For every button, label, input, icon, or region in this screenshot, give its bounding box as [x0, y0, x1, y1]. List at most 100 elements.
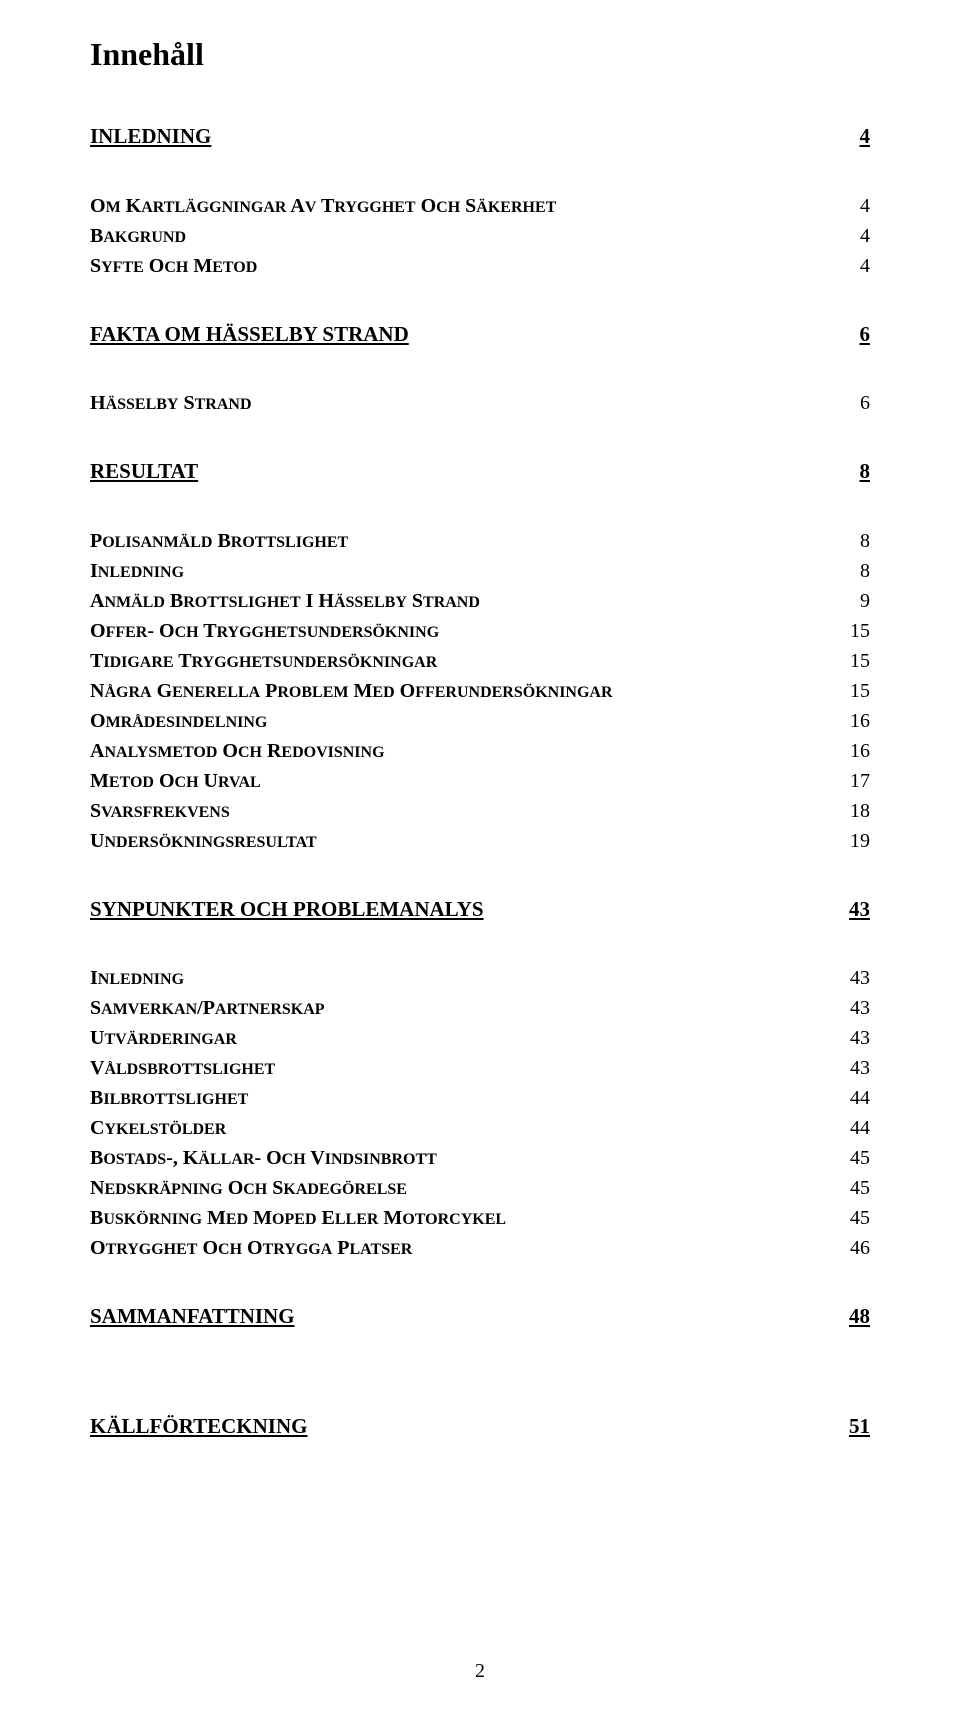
toc-level2-label: OTRYGGHET OCH OTRYGGA PLATSER: [90, 1233, 838, 1263]
toc-level1-page: 51: [838, 1411, 870, 1443]
toc-level2-label: BAKGRUND: [90, 221, 838, 251]
toc-level2-label: OM KARTLÄGGNINGAR AV TRYGGHET OCH SÄKERH…: [90, 191, 838, 221]
toc-level1-row[interactable]: SAMMANFATTNING48: [90, 1301, 870, 1333]
toc-level2-row[interactable]: VÅLDSBROTTSLIGHET43: [90, 1053, 870, 1083]
toc-level2-row[interactable]: HÄSSELBY STRAND6: [90, 388, 870, 418]
toc-level2-row[interactable]: INLEDNING43: [90, 963, 870, 993]
toc-gap: [90, 929, 870, 963]
toc-level2-label: UNDERSÖKNINGSRESULTAT: [90, 826, 838, 856]
toc-level2-page: 4: [838, 221, 870, 251]
toc-gap: [90, 492, 870, 526]
toc-section: SYNPUNKTER OCH PROBLEMANALYS43INLEDNING4…: [90, 894, 870, 1264]
document-title: Innehåll: [90, 36, 870, 73]
toc-section: RESULTAT8POLISANMÄLD BROTTSLIGHET8INLEDN…: [90, 456, 870, 856]
toc-level1-label: INLEDNING: [90, 121, 838, 153]
toc-level2-label: SYFTE OCH METOD: [90, 251, 838, 281]
toc-level1-row[interactable]: RESULTAT8: [90, 456, 870, 488]
toc-level2-label: OFFER- OCH TRYGGHETSUNDERSÖKNING: [90, 616, 838, 646]
toc-level2-page: 45: [838, 1173, 870, 1203]
toc-level2-row[interactable]: OTRYGGHET OCH OTRYGGA PLATSER46: [90, 1233, 870, 1263]
toc-level2-row[interactable]: BOSTADS-, KÄLLAR- OCH VINDSINBROTT45: [90, 1143, 870, 1173]
toc-level2-row[interactable]: OMRÅDESINDELNING16: [90, 706, 870, 736]
toc-level2-row[interactable]: NEDSKRÄPNING OCH SKADEGÖRELSE45: [90, 1173, 870, 1203]
toc-level1-row[interactable]: SYNPUNKTER OCH PROBLEMANALYS43: [90, 894, 870, 926]
toc-level1-label: RESULTAT: [90, 456, 838, 488]
toc-level2-page: 17: [838, 766, 870, 796]
toc-level2-page: 16: [838, 736, 870, 766]
toc-level2-row[interactable]: POLISANMÄLD BROTTSLIGHET8: [90, 526, 870, 556]
toc-level2-row[interactable]: BILBROTTSLIGHET44: [90, 1083, 870, 1113]
toc-level1-row[interactable]: KÄLLFÖRTECKNING51: [90, 1411, 870, 1443]
toc-level1-page: 8: [838, 456, 870, 488]
toc-level2-page: 44: [838, 1083, 870, 1113]
toc-level2-label: OMRÅDESINDELNING: [90, 706, 838, 736]
toc-level1-page: 6: [838, 319, 870, 351]
toc-level2-label: CYKELSTÖLDER: [90, 1113, 838, 1143]
toc-level2-row[interactable]: ANMÄLD BROTTSLIGHET I HÄSSELBY STRAND9: [90, 586, 870, 616]
toc-gap: [90, 1371, 870, 1411]
toc-level2-row[interactable]: TIDIGARE TRYGGHETSUNDERSÖKNINGAR15: [90, 646, 870, 676]
toc-gap: [90, 157, 870, 191]
toc-level2-page: 43: [838, 993, 870, 1023]
toc-level2-page: 45: [838, 1203, 870, 1233]
toc-level2-row[interactable]: NÅGRA GENERELLA PROBLEM MED OFFERUNDERSÖ…: [90, 676, 870, 706]
toc-level2-row[interactable]: INLEDNING8: [90, 556, 870, 586]
toc-level2-label: BILBROTTSLIGHET: [90, 1083, 838, 1113]
toc-level2-row[interactable]: SVARSFREKVENS18: [90, 796, 870, 826]
toc-level2-label: METOD OCH URVAL: [90, 766, 838, 796]
toc-level2-label: ANMÄLD BROTTSLIGHET I HÄSSELBY STRAND: [90, 586, 838, 616]
toc-level2-label: ANALYSMETOD OCH REDOVISNING: [90, 736, 838, 766]
toc-level2-row[interactable]: CYKELSTÖLDER44: [90, 1113, 870, 1143]
toc-level1-row[interactable]: INLEDNING4: [90, 121, 870, 153]
toc-level1-label: SYNPUNKTER OCH PROBLEMANALYS: [90, 894, 838, 926]
toc-level2-row[interactable]: BUSKÖRNING MED MOPED ELLER MOTORCYKEL45: [90, 1203, 870, 1233]
toc-level2-row[interactable]: UTVÄRDERINGAR43: [90, 1023, 870, 1053]
toc-level2-page: 8: [838, 526, 870, 556]
toc-level2-row[interactable]: METOD OCH URVAL17: [90, 766, 870, 796]
toc-level2-label: NEDSKRÄPNING OCH SKADEGÖRELSE: [90, 1173, 838, 1203]
toc-level2-page: 18: [838, 796, 870, 826]
toc-level2-row[interactable]: SAMVERKAN/PARTNERSKAP43: [90, 993, 870, 1023]
toc-level2-row[interactable]: SYFTE OCH METOD4: [90, 251, 870, 281]
toc-level2-page: 6: [838, 388, 870, 418]
toc-level1-page: 48: [838, 1301, 870, 1333]
toc-level2-page: 9: [838, 586, 870, 616]
toc-level2-page: 4: [838, 191, 870, 221]
toc-level2-page: 43: [838, 1023, 870, 1053]
toc-section: FAKTA OM HÄSSELBY STRAND6HÄSSELBY STRAND…: [90, 319, 870, 419]
toc-level2-page: 16: [838, 706, 870, 736]
toc-level2-page: 46: [838, 1233, 870, 1263]
toc-level2-label: INLEDNING: [90, 556, 838, 586]
toc-level2-page: 8: [838, 556, 870, 586]
toc-section: INLEDNING4OM KARTLÄGGNINGAR AV TRYGGHET …: [90, 121, 870, 281]
toc-level2-label: BOSTADS-, KÄLLAR- OCH VINDSINBROTT: [90, 1143, 838, 1173]
table-of-contents: INLEDNING4OM KARTLÄGGNINGAR AV TRYGGHET …: [90, 121, 870, 1442]
toc-level1-row[interactable]: FAKTA OM HÄSSELBY STRAND6: [90, 319, 870, 351]
toc-level2-page: 15: [838, 676, 870, 706]
toc-level2-row[interactable]: OFFER- OCH TRYGGHETSUNDERSÖKNING15: [90, 616, 870, 646]
toc-level2-label: SVARSFREKVENS: [90, 796, 838, 826]
toc-level2-label: UTVÄRDERINGAR: [90, 1023, 838, 1053]
toc-level2-label: TIDIGARE TRYGGHETSUNDERSÖKNINGAR: [90, 646, 838, 676]
toc-level1-page: 4: [838, 121, 870, 153]
toc-level2-label: NÅGRA GENERELLA PROBLEM MED OFFERUNDERSÖ…: [90, 676, 838, 706]
toc-level1-label: FAKTA OM HÄSSELBY STRAND: [90, 319, 838, 351]
toc-level2-page: 45: [838, 1143, 870, 1173]
toc-level2-label: INLEDNING: [90, 963, 838, 993]
toc-level2-row[interactable]: BAKGRUND4: [90, 221, 870, 251]
toc-level2-page: 15: [838, 616, 870, 646]
toc-level2-page: 19: [838, 826, 870, 856]
toc-level2-row[interactable]: UNDERSÖKNINGSRESULTAT19: [90, 826, 870, 856]
page: Innehåll INLEDNING4OM KARTLÄGGNINGAR AV …: [0, 0, 960, 1731]
toc-level2-row[interactable]: OM KARTLÄGGNINGAR AV TRYGGHET OCH SÄKERH…: [90, 191, 870, 221]
toc-level1-label: KÄLLFÖRTECKNING: [90, 1411, 838, 1443]
toc-level1-label: SAMMANFATTNING: [90, 1301, 838, 1333]
toc-level2-row[interactable]: ANALYSMETOD OCH REDOVISNING16: [90, 736, 870, 766]
toc-level2-page: 44: [838, 1113, 870, 1143]
toc-level2-label: VÅLDSBROTTSLIGHET: [90, 1053, 838, 1083]
toc-level2-label: HÄSSELBY STRAND: [90, 388, 838, 418]
toc-level2-page: 43: [838, 963, 870, 993]
toc-section: SAMMANFATTNING48: [90, 1301, 870, 1333]
toc-level2-label: SAMVERKAN/PARTNERSKAP: [90, 993, 838, 1023]
page-number: 2: [0, 1660, 960, 1683]
